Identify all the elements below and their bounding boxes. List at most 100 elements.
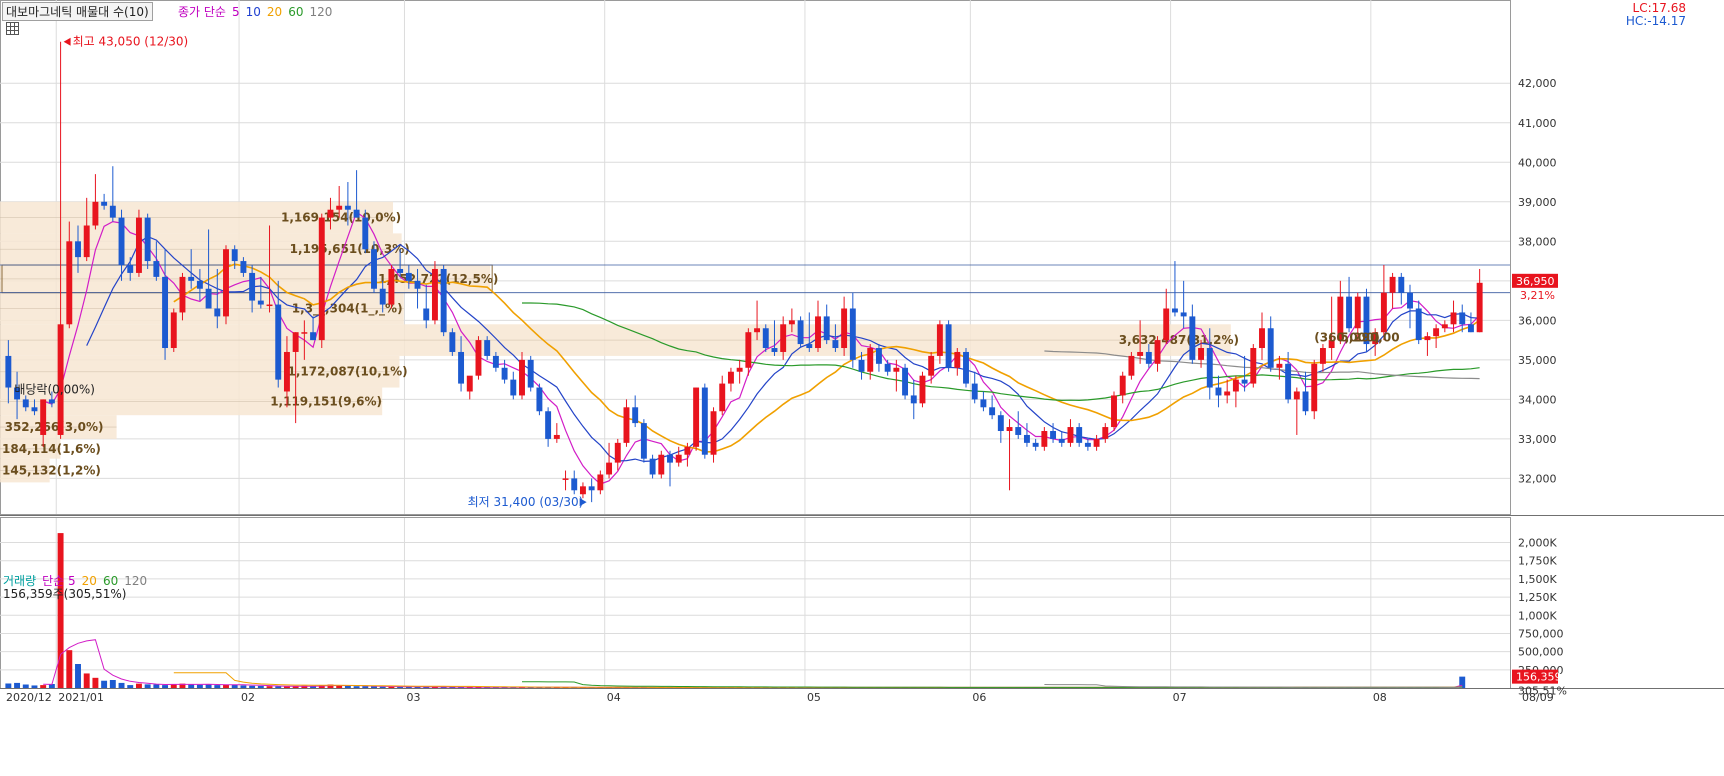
volume-bar [1459, 676, 1466, 688]
volume-bar [205, 684, 212, 688]
volume-bar [57, 533, 64, 688]
candle-body [545, 411, 552, 439]
price-tick-label: 41,000 [1518, 117, 1557, 130]
ma-legend-item-5[interactable]: 120 [309, 5, 333, 19]
candle-body [1076, 427, 1083, 443]
volume-bar [118, 682, 125, 688]
candle-body [501, 367, 508, 380]
profile-annotation: (360,000) [1314, 330, 1380, 344]
candle-body [466, 375, 473, 392]
price-profile-label: 352,266(3,0%) [5, 420, 104, 434]
volume-bar [336, 685, 343, 688]
candle-body [353, 209, 360, 218]
candle-body [423, 308, 430, 321]
candle-body [1206, 348, 1213, 388]
price-tick-label: 38,000 [1518, 235, 1557, 248]
candle-body [771, 348, 778, 352]
volume-bar [92, 677, 99, 688]
candle-body [727, 371, 734, 384]
volume-bar [353, 686, 360, 688]
candle-body [1311, 363, 1318, 412]
volume-tick-label: 1,250K [1518, 591, 1557, 604]
candle-body [536, 387, 543, 412]
volume-legend: 거래량 단순 5 20 60 120 [3, 572, 153, 589]
candle-body [1276, 363, 1283, 368]
candle-body [553, 434, 560, 439]
volume-legend-item-0[interactable]: 거래량 [3, 574, 37, 588]
ma-legend-item-2[interactable]: 10 [245, 5, 261, 19]
volume-bar [431, 686, 438, 688]
volume-bar [379, 686, 386, 688]
price-profile-label: 1,169,154(10,0%) [281, 211, 401, 225]
candle-body [719, 383, 726, 412]
volume-bar [188, 684, 195, 688]
volume-bar [257, 685, 264, 688]
candle-body [14, 387, 21, 400]
volume-bar [283, 686, 290, 688]
volume-legend-item-3[interactable]: 60 [102, 574, 119, 588]
volume-bar [240, 685, 247, 688]
candle-body [945, 324, 952, 368]
ma-legend-item-3[interactable]: 20 [266, 5, 283, 19]
last-price-label: 36,950 [1516, 275, 1555, 288]
price-profile-label: 145,132(1,2%) [2, 464, 101, 478]
volume-legend-item-1[interactable]: 단순 5 [42, 574, 76, 588]
candle-body [693, 387, 700, 447]
candle-body [188, 276, 195, 281]
volume-bar [14, 682, 21, 688]
volume-bar [75, 664, 81, 688]
candle-body [997, 415, 1004, 432]
volume-legend-item-4[interactable]: 120 [124, 574, 148, 588]
candle-body [397, 268, 404, 273]
volume-bar [449, 687, 456, 688]
candle-body [57, 324, 64, 435]
volume-bar [40, 685, 47, 688]
volume-bar [179, 683, 186, 688]
candle-body [963, 351, 969, 384]
candle-body [170, 312, 177, 349]
candle-body [902, 367, 909, 396]
candle-body [1041, 431, 1048, 447]
candle-body [1407, 292, 1413, 309]
candle-body [1441, 324, 1448, 329]
volume-bar [101, 680, 108, 688]
volume-bar [423, 686, 430, 688]
volume-bar [135, 683, 142, 688]
ma-legend-item-4[interactable]: 60 [288, 5, 304, 19]
volume-bar [223, 684, 229, 688]
candle-body [1354, 296, 1361, 329]
candle-body [875, 348, 882, 364]
ma-legend-item-0[interactable]: 종가 단순 [178, 5, 226, 19]
candle-body [1363, 296, 1370, 345]
candle-body [101, 201, 108, 206]
candle-body [510, 379, 517, 396]
candle-body [196, 280, 203, 289]
volume-bar [66, 650, 73, 688]
candle-body [118, 217, 125, 266]
volume-bar [318, 685, 325, 688]
candle-body [388, 268, 395, 305]
candle-body [153, 261, 160, 277]
candle-body [1084, 442, 1091, 447]
candle-body [475, 340, 482, 376]
chart-title[interactable]: 대보마그네틱 매물대 수(10) [2, 2, 153, 21]
candle-body [893, 367, 900, 372]
volume-bar [214, 685, 221, 688]
candle-body [1476, 282, 1483, 333]
candle-body [1380, 292, 1387, 333]
price-tick-label: 39,000 [1518, 196, 1557, 209]
candle-body [762, 328, 769, 349]
candle-body [806, 344, 813, 349]
volume-bar [5, 683, 12, 688]
price-profile-label: 3,632,487(31,2%) [1119, 333, 1239, 347]
ma-legend-item-1[interactable]: 5 [231, 5, 240, 19]
volume-legend-item-2[interactable]: 20 [81, 574, 97, 588]
volume-tick-label: 1,000K [1518, 609, 1557, 622]
volume-bar [440, 687, 447, 688]
grid-toggle-icon[interactable] [6, 22, 19, 35]
candle-body [257, 300, 264, 305]
volume-bar [362, 686, 369, 688]
candle-body [867, 348, 874, 372]
candle-body [1023, 434, 1030, 443]
candle-body [1293, 391, 1300, 400]
